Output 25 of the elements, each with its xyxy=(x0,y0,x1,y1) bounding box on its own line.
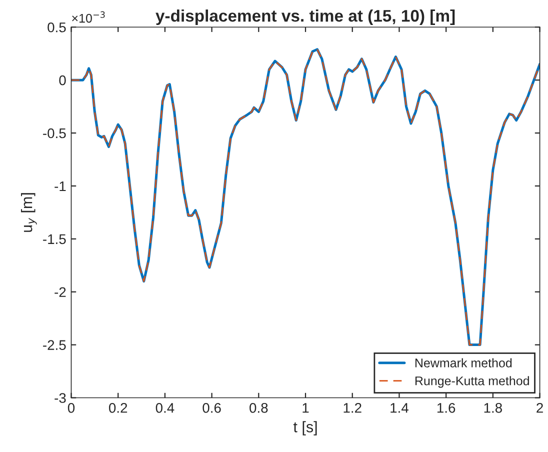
x-tick-label: 1.4 xyxy=(390,403,408,413)
x-tick-label: 0 xyxy=(68,402,75,413)
y-tick-label: -1 xyxy=(54,181,66,191)
x-tick-label: 0.2 xyxy=(108,402,128,413)
x-tick-label: 0.6 xyxy=(202,402,221,413)
y-tick-label: 0 xyxy=(59,75,66,86)
x-tick-label: 2 xyxy=(536,402,543,413)
legend-label: Newmark method xyxy=(415,358,512,368)
x-tick-label: 1.8 xyxy=(484,402,502,413)
x-tick-label: 1 xyxy=(302,403,309,413)
y-tick-label: -2.5 xyxy=(43,340,66,350)
x-tick-label: 1.2 xyxy=(344,402,362,413)
x-axis-title: t [s] xyxy=(293,421,317,436)
x-tick-label: 1.6 xyxy=(437,402,456,413)
y-tick-label: 0.5 xyxy=(48,22,66,32)
y-axis-title: u$_{y}$ [m] xyxy=(21,193,37,232)
y-tick-label: -3 xyxy=(54,393,66,403)
x-tick-label: 0.4 xyxy=(156,402,174,413)
y-tick-label: -0.5 xyxy=(43,128,66,138)
text: ×10$^{−3}$ xyxy=(72,11,105,23)
y-tick-label: -2 xyxy=(54,287,66,297)
chart-title: y-displacement vs. time at (15, 10) [m] xyxy=(156,9,455,26)
y-tick-label: -1.5 xyxy=(43,234,66,244)
legend-label: Runge-Kutta method xyxy=(415,376,529,388)
x-tick-label: 0.8 xyxy=(250,402,268,413)
